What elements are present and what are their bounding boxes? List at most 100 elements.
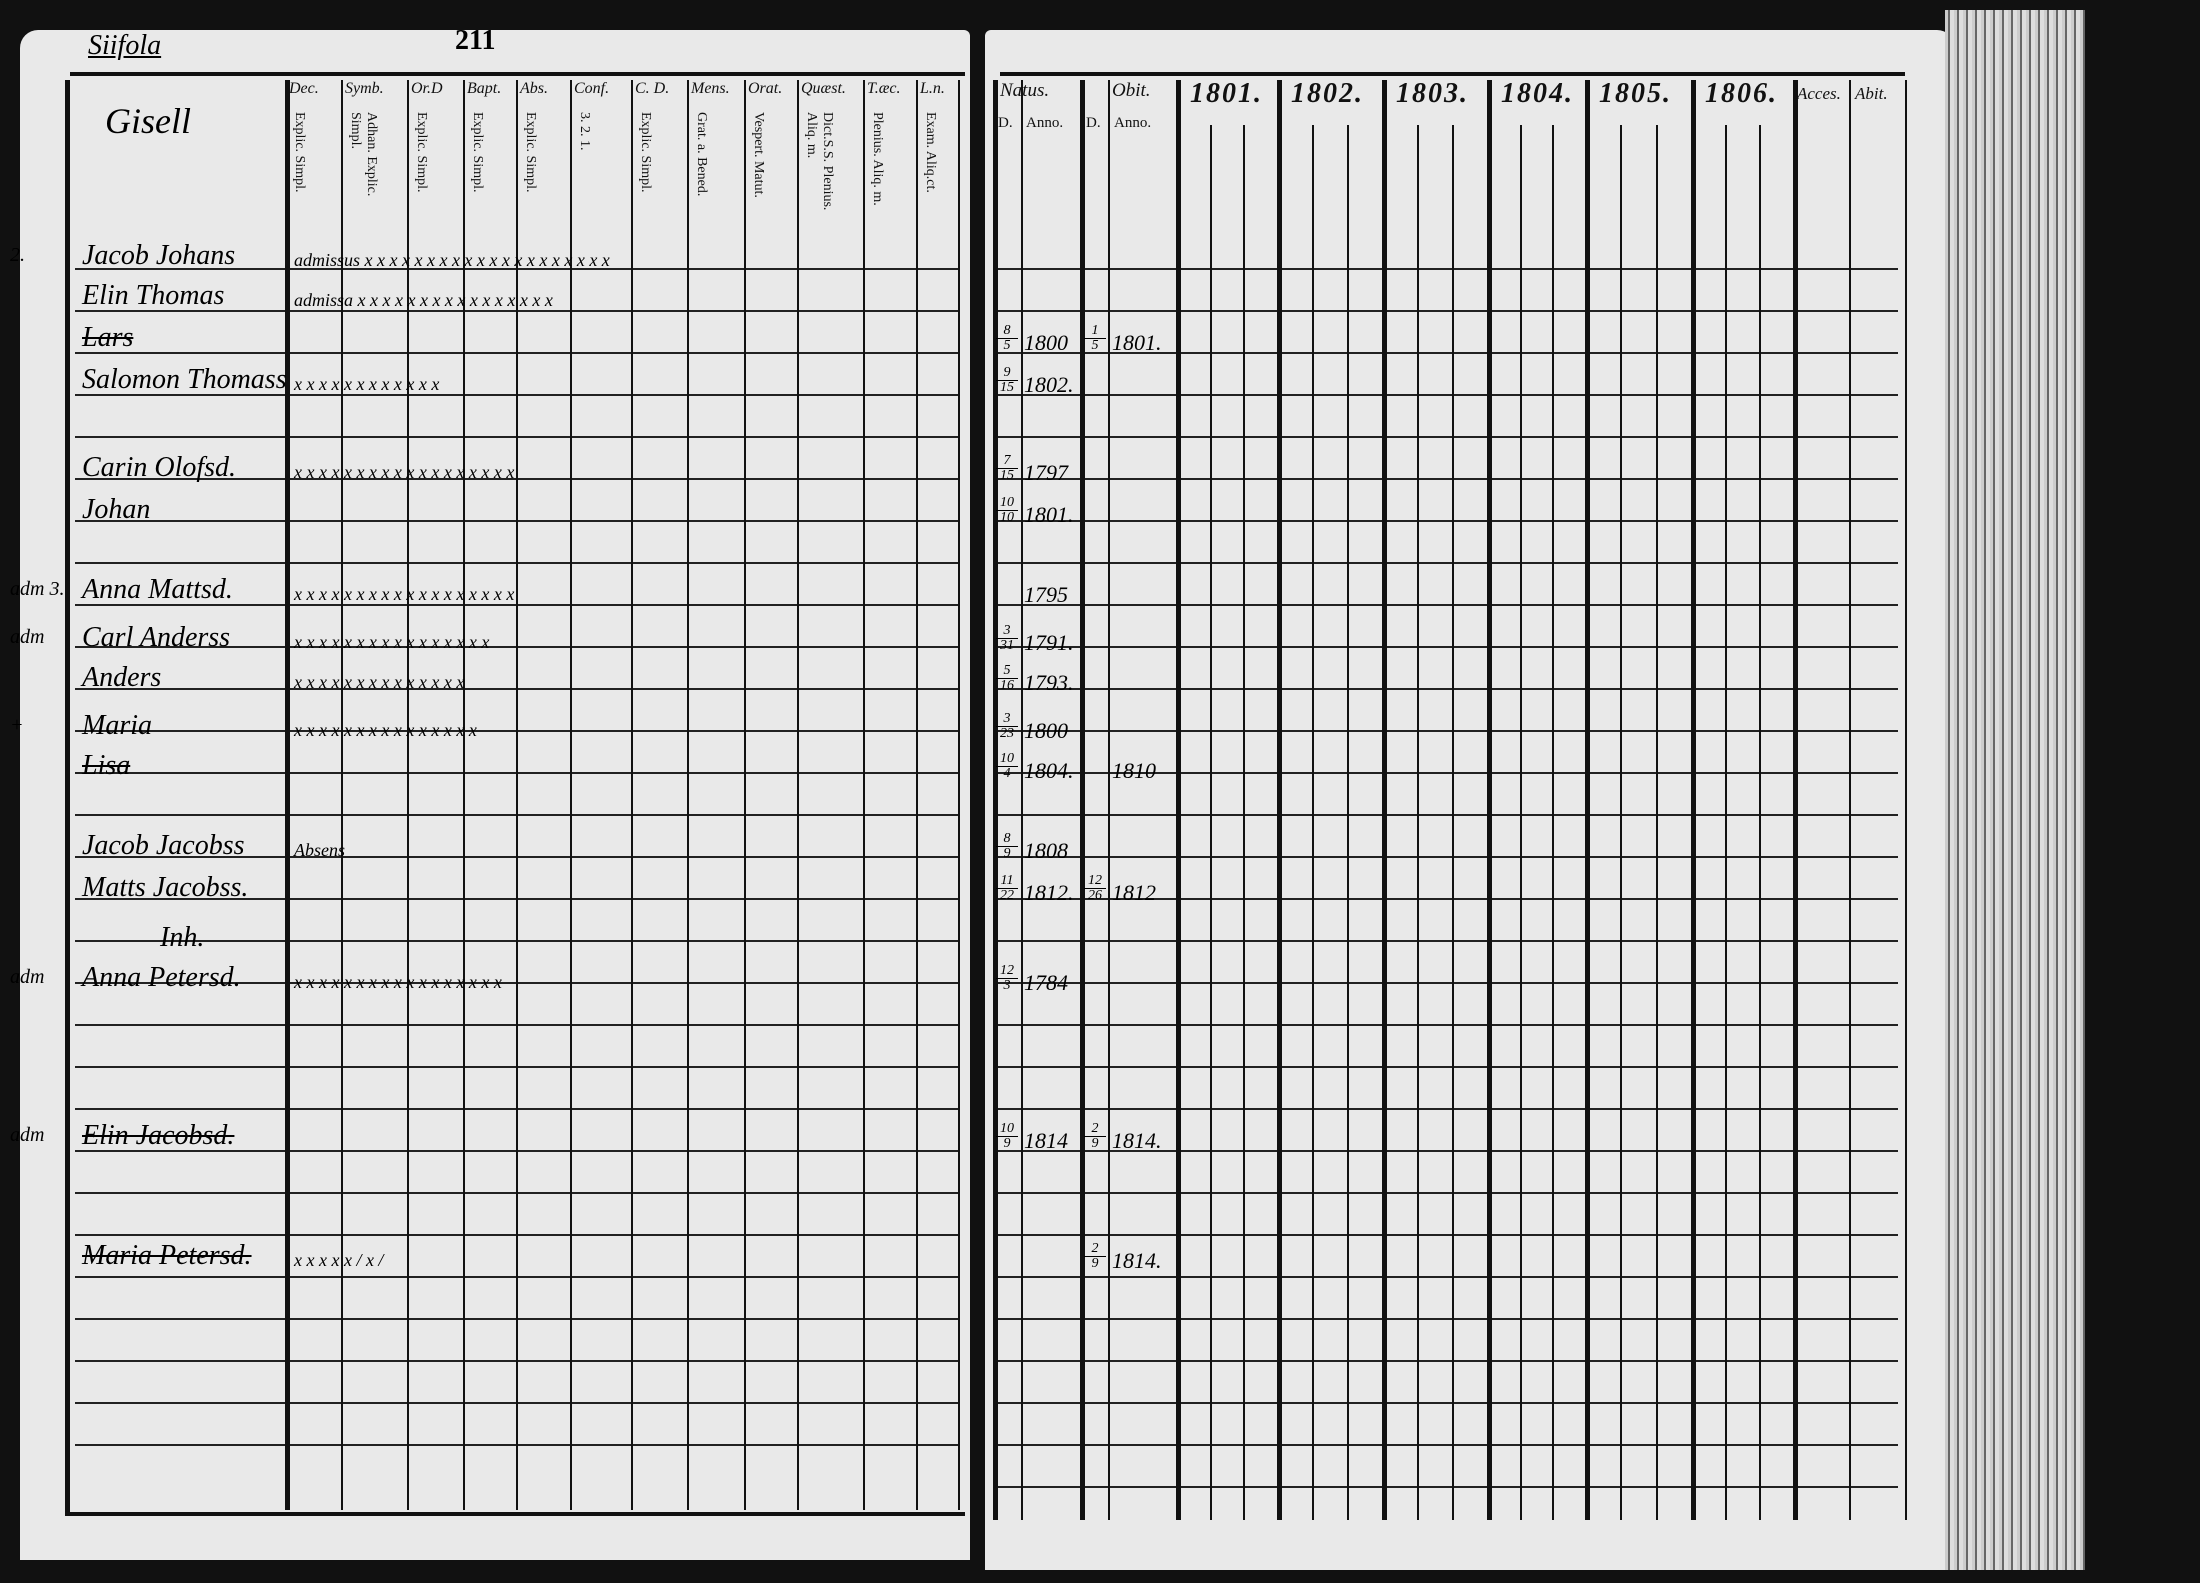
natus-year: 1791. — [1024, 630, 1074, 655]
column-header: Conf. — [574, 80, 610, 97]
natus-year: 1797 — [1024, 460, 1068, 485]
column-divider — [1176, 80, 1181, 1520]
column-subheader: Explic. Simpl. — [638, 112, 653, 193]
date-part: 9 — [1091, 1136, 1099, 1151]
entry-name: Inh. — [160, 922, 205, 953]
entry-name: Anna Mattsd. — [82, 574, 233, 605]
column-divider — [1691, 80, 1696, 1520]
natus-day: 11 22 — [996, 874, 1018, 903]
margin-note: adm — [10, 626, 45, 648]
date-part: 15 — [1000, 380, 1014, 395]
column-header: Mens. — [691, 80, 730, 97]
column-header: Symb. — [345, 80, 384, 97]
page-number: 211 — [455, 25, 496, 56]
obit-year: 1812 — [1112, 880, 1156, 905]
date-part: 4 — [1003, 766, 1011, 781]
catechism-marks: admissa x x x x x x x x x x x x x x x x — [294, 290, 553, 310]
column-divider — [1905, 80, 1907, 1520]
obit-header: Obit. — [1112, 80, 1151, 101]
year-subcolumn-line — [1655, 125, 1658, 1520]
column-header: Abs. — [520, 80, 548, 97]
column-divider — [993, 80, 998, 1520]
left-top-line — [70, 72, 965, 76]
column-divider — [407, 80, 409, 1510]
catechism-marks: x x x x x x x x x x x x x x x x x — [294, 972, 502, 992]
date-part: 2 — [1084, 1122, 1106, 1137]
year-header: 1804. — [1501, 78, 1574, 109]
margin-note: adm 3. — [10, 578, 65, 600]
column-header: L.n. — [920, 80, 945, 97]
entry-name: Jacob Jacobss — [82, 830, 245, 861]
date-part: 22 — [1000, 888, 1014, 903]
entry-name: Lars — [82, 322, 134, 353]
date-part: 9 — [1091, 1256, 1099, 1271]
natus-year: 1801. — [1024, 502, 1074, 527]
date-part: 10 — [1000, 510, 1014, 525]
abit-header: Abit. — [1855, 84, 1888, 103]
entry-name: Carl Anderss — [82, 622, 231, 653]
margin-note: adm — [10, 1124, 45, 1146]
natus-year: 1802. — [1024, 372, 1074, 397]
year-header: 1802. — [1291, 78, 1364, 109]
entry-name: Carin Olofsd. — [82, 452, 237, 483]
natus-day: 7 15 — [996, 454, 1018, 483]
column-divider — [463, 80, 465, 1510]
catechism-marks: x x x x x / x / — [294, 1250, 384, 1270]
column-header: Or.D — [411, 80, 443, 97]
margin-note: + — [10, 714, 24, 736]
natus-day: 12 3 — [996, 964, 1018, 993]
date-part: 2 — [1084, 1242, 1106, 1257]
date-part: 10 — [996, 752, 1018, 767]
entry-name: Anders — [82, 662, 162, 693]
obit-year: 1801. — [1112, 330, 1162, 355]
entry-name: Maria — [82, 710, 152, 741]
obit-year: 1810 — [1112, 758, 1156, 783]
column-divider — [1277, 80, 1282, 1520]
year-subcolumn-line — [1552, 125, 1555, 1520]
column-subheader: Grat. a. Bened. — [694, 112, 709, 197]
date-part: 7 — [996, 454, 1018, 469]
year-header: 1805. — [1599, 78, 1672, 109]
obit-year-header: Anno. — [1114, 115, 1152, 131]
column-divider — [1080, 80, 1085, 1520]
natus-day: 3 31 — [996, 624, 1018, 653]
natus-day: 5 16 — [996, 664, 1018, 693]
year-header: 1801. — [1190, 78, 1263, 109]
date-part: 1 — [1084, 324, 1106, 339]
entry-name: Salomon Thomass — [82, 364, 287, 395]
year-header: 1806. — [1705, 78, 1778, 109]
column-header: Bapt. — [467, 80, 502, 97]
date-part: 15 — [1000, 468, 1014, 483]
column-divider — [631, 80, 633, 1510]
natus-day: 9 15 — [996, 366, 1018, 395]
natus-year: 1812. — [1024, 880, 1074, 905]
year-subcolumn-line — [1759, 125, 1761, 1520]
year-header: 1803. — [1396, 78, 1469, 109]
year-subcolumn-line — [1620, 125, 1623, 1520]
catechism-marks: x x x x x x x x x x x x x x x — [294, 720, 477, 740]
year-subcolumn-line — [1243, 125, 1246, 1520]
natus-header: Natus. — [1000, 80, 1050, 101]
margin-note: adm — [10, 966, 45, 988]
year-subcolumn-line — [1347, 125, 1349, 1520]
column-subheader: Explic. Simpl. — [414, 112, 429, 193]
column-header: C. D. — [635, 80, 670, 97]
column-subheader: Explic. Simpl. — [292, 112, 307, 193]
natus-year: 1804. — [1024, 758, 1074, 783]
year-subcolumn-line — [1312, 125, 1314, 1520]
date-part: 9 — [996, 366, 1018, 381]
catechism-marks: Absens — [294, 840, 345, 860]
year-subcolumn-line — [1209, 125, 1212, 1520]
column-subheader: Adhan. Explic. Simpl. — [348, 112, 379, 197]
column-header: Orat. — [748, 80, 783, 97]
date-part: 16 — [1000, 678, 1014, 693]
column-header: Quæst. — [801, 80, 846, 97]
year-subcolumn-line — [1519, 125, 1522, 1520]
date-part: 3 — [996, 712, 1018, 727]
column-divider — [1793, 80, 1798, 1520]
column-subheader: Dict.S.S. Plenius. Aliq. m. — [804, 112, 835, 211]
